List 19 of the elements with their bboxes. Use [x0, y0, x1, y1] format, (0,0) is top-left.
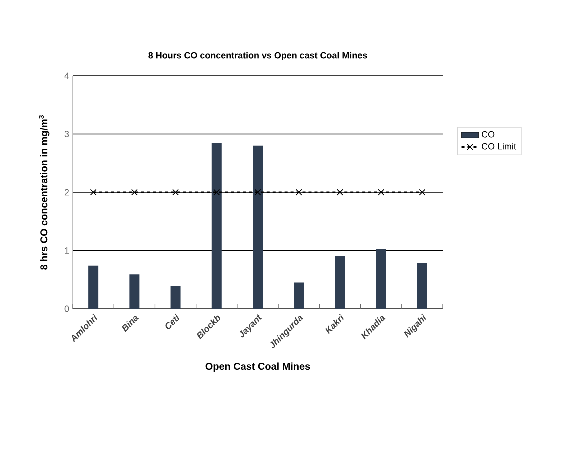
- x-axis-title: Open Cast Coal Mines: [206, 362, 310, 372]
- bar: [88, 266, 99, 309]
- bar: [130, 274, 140, 309]
- bar: [294, 282, 304, 309]
- legend-label: CO: [482, 131, 495, 138]
- bar: [335, 256, 346, 309]
- y-tick-label: 4: [64, 72, 70, 80]
- y-tick-label: 3: [64, 131, 70, 138]
- legend-label: CO Limit: [482, 143, 516, 150]
- chart-title: 8 Hours CO concentration vs Open cast Coal Mines: [148, 52, 368, 60]
- bar: [212, 142, 222, 309]
- y-axis-title: 8 hrs CO concentration in mg/m$^{3}$: [39, 115, 50, 270]
- bar: [376, 248, 386, 309]
- y-tick-label: 2: [64, 189, 70, 196]
- y-tick-label: 0: [64, 306, 70, 312]
- bar: [417, 262, 428, 309]
- bar: [170, 286, 181, 309]
- bar: [253, 146, 264, 309]
- y-tick-label: 1: [65, 248, 70, 254]
